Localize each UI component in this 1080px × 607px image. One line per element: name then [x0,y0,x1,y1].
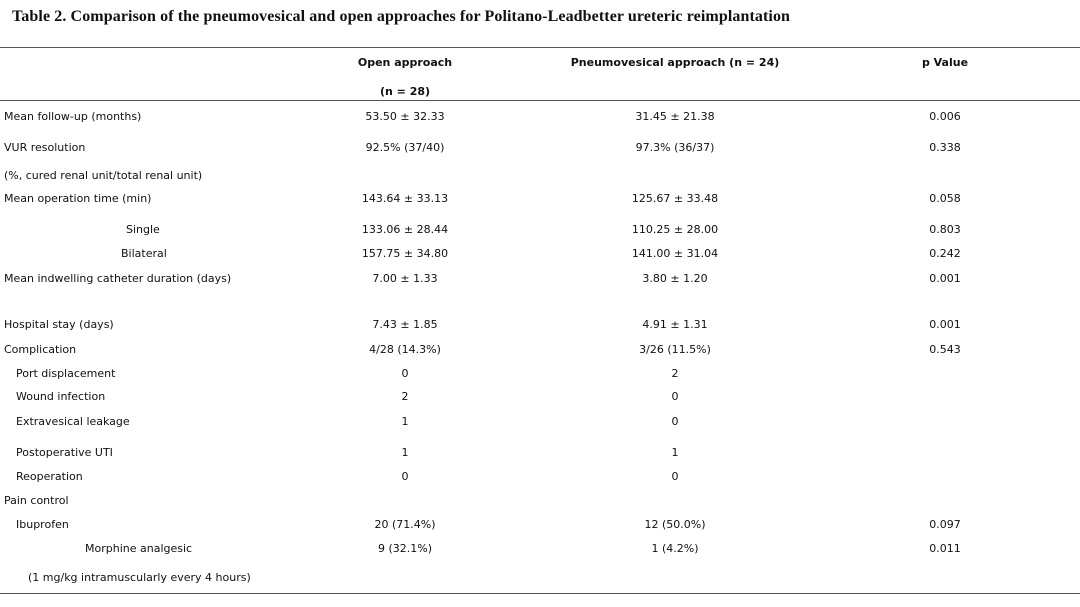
row-open-value: 2 [401,390,409,403]
row-p-value: 0.058 [929,192,961,205]
row-pneumovesical-value: 12 (50.0%) [644,518,706,531]
row-open-value: 157.75 ± 34.80 [361,247,449,260]
header-pneumovesical-approach: Pneumovesical approach (n = 24) [570,56,780,69]
row-pneumovesical-value: 0 [671,390,679,403]
bottom-rule [0,593,1080,594]
row-label: Postoperative UTI [16,446,113,459]
row-p-value: 0.011 [929,542,961,555]
row-open-value: 92.5% (37/40) [365,141,445,154]
row-open-value: 0 [401,470,409,483]
row-open-value: 53.50 ± 32.33 [365,110,445,123]
row-p-value: 0.338 [929,141,961,154]
row-open-value: 20 (71.4%) [374,518,436,531]
row-label: VUR resolution [4,141,86,154]
row-p-value: 0.242 [929,247,961,260]
row-pneumovesical-value: 0 [671,470,679,483]
row-open-value: 7.43 ± 1.85 [372,318,438,331]
row-open-value: 9 (32.1%) [377,542,433,555]
row-label: Reoperation [16,470,83,483]
row-pneumovesical-value: 2 [671,367,679,380]
row-label: Hospital stay (days) [4,318,114,331]
row-label: Complication [4,343,77,356]
row-label: (1 mg/kg intramuscularly every 4 hours) [28,571,251,584]
row-open-value: 1 [401,446,409,459]
row-label: Single [126,223,160,236]
row-label: Pain control [4,494,69,507]
row-open-value: 133.06 ± 28.44 [361,223,449,236]
row-open-value: 143.64 ± 33.13 [361,192,449,205]
row-open-value: 7.00 ± 1.33 [372,272,438,285]
row-pneumovesical-value: 31.45 ± 21.38 [635,110,715,123]
row-p-value: 0.006 [929,110,961,123]
row-p-value: 0.097 [929,518,961,531]
row-label: Ibuprofen [16,518,69,531]
row-pneumovesical-value: 3.80 ± 1.20 [642,272,708,285]
row-p-value: 0.543 [929,343,961,356]
row-label: Wound infection [16,390,106,403]
header-p-value: p Value [921,56,969,69]
row-pneumovesical-value: 97.3% (36/37) [635,141,715,154]
row-pneumovesical-value: 141.00 ± 31.04 [631,247,719,260]
row-pneumovesical-value: 125.67 ± 33.48 [631,192,719,205]
row-open-value: 4/28 (14.3%) [369,343,441,356]
table-title: Table 2. Comparison of the pneumovesical… [12,8,791,25]
row-pneumovesical-value: 3/26 (11.5%) [639,343,711,356]
row-label: Bilateral [121,247,167,260]
row-label: Port displacement [16,367,116,380]
row-label: (%, cured renal unit/total renal unit) [4,169,203,182]
row-p-value: 0.001 [929,272,961,285]
header-rule [0,100,1080,101]
row-label: Mean indwelling catheter duration (days) [4,272,232,285]
row-p-value: 0.803 [929,223,961,236]
row-open-value: 1 [401,415,409,428]
header-open-n: (n = 28) [379,85,431,98]
row-open-value: 0 [401,367,409,380]
row-p-value: 0.001 [929,318,961,331]
row-pneumovesical-value: 4.91 ± 1.31 [642,318,708,331]
row-label: Extravesical leakage [16,415,130,428]
header-open-approach: Open approach [357,56,453,69]
row-label: Mean follow-up (months) [4,110,142,123]
row-pneumovesical-value: 1 [671,446,679,459]
top-rule [0,47,1080,48]
row-label: Mean operation time (min) [4,192,152,205]
row-pneumovesical-value: 110.25 ± 28.00 [631,223,719,236]
row-pneumovesical-value: 1 (4.2%) [651,542,699,555]
row-pneumovesical-value: 0 [671,415,679,428]
row-label: Morphine analgesic [85,542,193,555]
